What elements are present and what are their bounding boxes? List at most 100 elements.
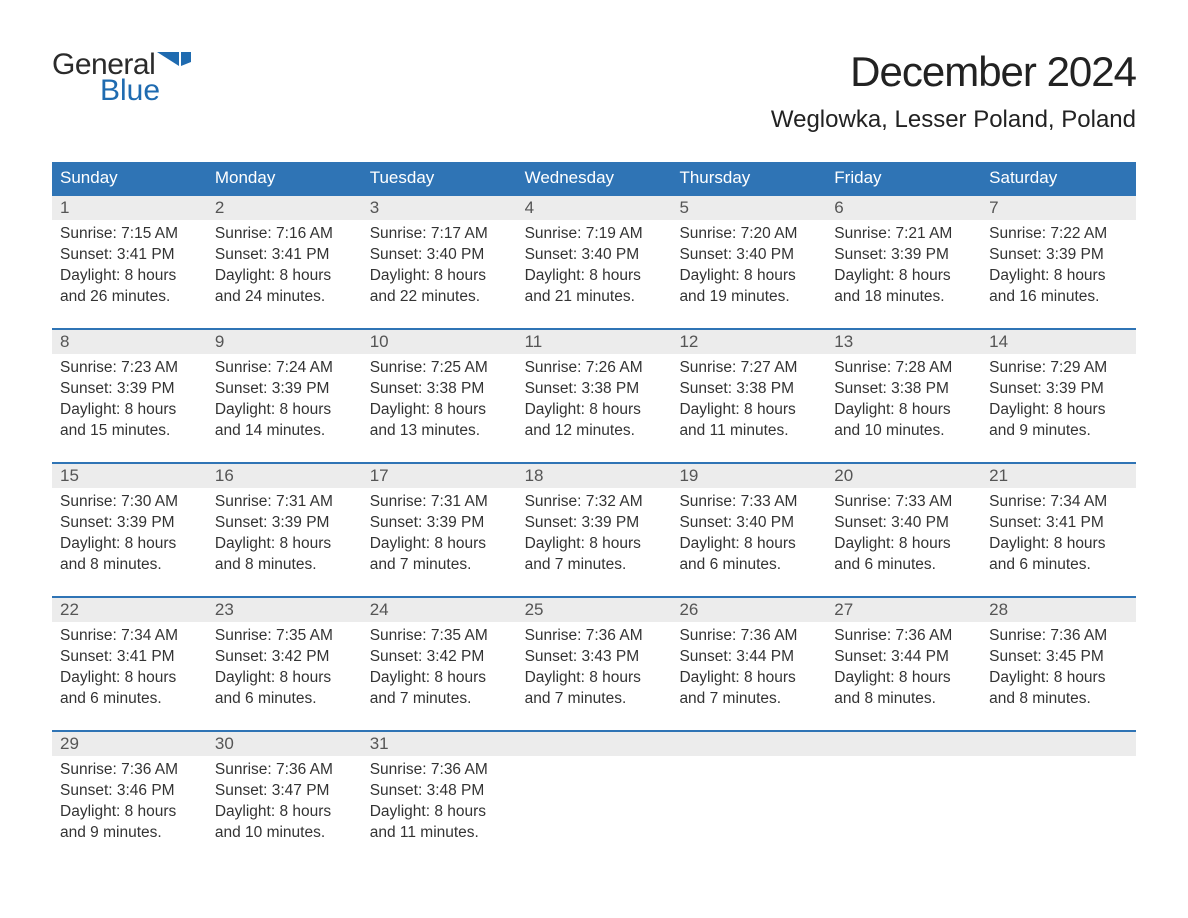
- day-number: 6: [826, 196, 981, 220]
- sunset-text: Sunset: 3:39 PM: [989, 379, 1128, 400]
- daylight-text: Daylight: 8 hours: [525, 400, 664, 421]
- day-details: Sunrise: 7:36 AMSunset: 3:43 PMDaylight:…: [517, 622, 672, 730]
- day-number: 25: [517, 598, 672, 622]
- sunrise-text: Sunrise: 7:20 AM: [679, 224, 818, 245]
- sunset-text: Sunset: 3:39 PM: [834, 245, 973, 266]
- day-details: Sunrise: 7:33 AMSunset: 3:40 PMDaylight:…: [826, 488, 981, 596]
- day-details: Sunrise: 7:31 AMSunset: 3:39 PMDaylight:…: [362, 488, 517, 596]
- daylight-text: Daylight: 8 hours: [60, 802, 199, 823]
- daylight-text: and 13 minutes.: [370, 421, 509, 442]
- sunrise-text: Sunrise: 7:27 AM: [679, 358, 818, 379]
- daylight-text: and 8 minutes.: [834, 689, 973, 710]
- day-number: 12: [671, 330, 826, 354]
- daylight-text: Daylight: 8 hours: [215, 534, 354, 555]
- day-number: 14: [981, 330, 1136, 354]
- day-details: Sunrise: 7:30 AMSunset: 3:39 PMDaylight:…: [52, 488, 207, 596]
- sunrise-text: Sunrise: 7:33 AM: [679, 492, 818, 513]
- weekday-header: Tuesday: [362, 162, 517, 194]
- daylight-text: Daylight: 8 hours: [679, 534, 818, 555]
- day-details: [981, 756, 1136, 864]
- daylight-text: Daylight: 8 hours: [60, 400, 199, 421]
- daylight-text: and 7 minutes.: [679, 689, 818, 710]
- day-details: Sunrise: 7:20 AMSunset: 3:40 PMDaylight:…: [671, 220, 826, 328]
- daylight-text: Daylight: 8 hours: [525, 668, 664, 689]
- day-details: Sunrise: 7:15 AMSunset: 3:41 PMDaylight:…: [52, 220, 207, 328]
- daylight-text: Daylight: 8 hours: [679, 266, 818, 287]
- sunset-text: Sunset: 3:42 PM: [370, 647, 509, 668]
- sunrise-text: Sunrise: 7:35 AM: [215, 626, 354, 647]
- daylight-text: and 12 minutes.: [525, 421, 664, 442]
- day-details-row: Sunrise: 7:23 AMSunset: 3:39 PMDaylight:…: [52, 354, 1136, 462]
- sunrise-text: Sunrise: 7:25 AM: [370, 358, 509, 379]
- day-details-row: Sunrise: 7:36 AMSunset: 3:46 PMDaylight:…: [52, 756, 1136, 864]
- sunset-text: Sunset: 3:39 PM: [525, 513, 664, 534]
- day-details: Sunrise: 7:34 AMSunset: 3:41 PMDaylight:…: [52, 622, 207, 730]
- daylight-text: Daylight: 8 hours: [679, 668, 818, 689]
- sunrise-text: Sunrise: 7:22 AM: [989, 224, 1128, 245]
- day-details: Sunrise: 7:36 AMSunset: 3:46 PMDaylight:…: [52, 756, 207, 864]
- weekday-header: Sunday: [52, 162, 207, 194]
- sunrise-text: Sunrise: 7:17 AM: [370, 224, 509, 245]
- day-details: Sunrise: 7:34 AMSunset: 3:41 PMDaylight:…: [981, 488, 1136, 596]
- sunset-text: Sunset: 3:38 PM: [834, 379, 973, 400]
- day-number: 27: [826, 598, 981, 622]
- day-number: 13: [826, 330, 981, 354]
- day-details: Sunrise: 7:19 AMSunset: 3:40 PMDaylight:…: [517, 220, 672, 328]
- sunrise-text: Sunrise: 7:19 AM: [525, 224, 664, 245]
- daylight-text: and 7 minutes.: [525, 689, 664, 710]
- sunrise-text: Sunrise: 7:36 AM: [679, 626, 818, 647]
- daylight-text: Daylight: 8 hours: [60, 668, 199, 689]
- day-details: Sunrise: 7:21 AMSunset: 3:39 PMDaylight:…: [826, 220, 981, 328]
- calendar-week: 293031 Sunrise: 7:36 AMSunset: 3:46 PMDa…: [52, 730, 1136, 864]
- sunset-text: Sunset: 3:40 PM: [525, 245, 664, 266]
- sunset-text: Sunset: 3:45 PM: [989, 647, 1128, 668]
- daylight-text: Daylight: 8 hours: [60, 534, 199, 555]
- sunrise-text: Sunrise: 7:36 AM: [215, 760, 354, 781]
- sunset-text: Sunset: 3:39 PM: [370, 513, 509, 534]
- calendar-week: 15161718192021Sunrise: 7:30 AMSunset: 3:…: [52, 462, 1136, 596]
- day-details: Sunrise: 7:36 AMSunset: 3:48 PMDaylight:…: [362, 756, 517, 864]
- sunrise-text: Sunrise: 7:26 AM: [525, 358, 664, 379]
- day-details-row: Sunrise: 7:34 AMSunset: 3:41 PMDaylight:…: [52, 622, 1136, 730]
- daylight-text: and 6 minutes.: [679, 555, 818, 576]
- daylight-text: Daylight: 8 hours: [215, 668, 354, 689]
- sunrise-text: Sunrise: 7:34 AM: [989, 492, 1128, 513]
- day-number: 11: [517, 330, 672, 354]
- day-details: Sunrise: 7:17 AMSunset: 3:40 PMDaylight:…: [362, 220, 517, 328]
- daylight-text: Daylight: 8 hours: [370, 266, 509, 287]
- daylight-text: Daylight: 8 hours: [989, 400, 1128, 421]
- day-details: Sunrise: 7:24 AMSunset: 3:39 PMDaylight:…: [207, 354, 362, 462]
- daylight-text: and 6 minutes.: [215, 689, 354, 710]
- day-number: [826, 732, 981, 756]
- sunset-text: Sunset: 3:40 PM: [834, 513, 973, 534]
- daylight-text: and 7 minutes.: [370, 689, 509, 710]
- day-number: 28: [981, 598, 1136, 622]
- sunset-text: Sunset: 3:39 PM: [215, 379, 354, 400]
- day-number-row: 293031: [52, 732, 1136, 756]
- day-details: [826, 756, 981, 864]
- sunset-text: Sunset: 3:44 PM: [679, 647, 818, 668]
- daylight-text: Daylight: 8 hours: [525, 266, 664, 287]
- sunset-text: Sunset: 3:41 PM: [215, 245, 354, 266]
- calendar: Sunday Monday Tuesday Wednesday Thursday…: [52, 162, 1136, 864]
- sunrise-text: Sunrise: 7:28 AM: [834, 358, 973, 379]
- daylight-text: and 9 minutes.: [60, 823, 199, 844]
- day-number: 2: [207, 196, 362, 220]
- sunset-text: Sunset: 3:38 PM: [679, 379, 818, 400]
- day-details: Sunrise: 7:22 AMSunset: 3:39 PMDaylight:…: [981, 220, 1136, 328]
- daylight-text: and 22 minutes.: [370, 287, 509, 308]
- daylight-text: Daylight: 8 hours: [679, 400, 818, 421]
- sunset-text: Sunset: 3:47 PM: [215, 781, 354, 802]
- weekday-header: Friday: [826, 162, 981, 194]
- daylight-text: Daylight: 8 hours: [215, 266, 354, 287]
- day-details: Sunrise: 7:31 AMSunset: 3:39 PMDaylight:…: [207, 488, 362, 596]
- day-number: 22: [52, 598, 207, 622]
- daylight-text: and 16 minutes.: [989, 287, 1128, 308]
- daylight-text: Daylight: 8 hours: [525, 534, 664, 555]
- sunset-text: Sunset: 3:41 PM: [60, 647, 199, 668]
- daylight-text: Daylight: 8 hours: [370, 802, 509, 823]
- weeks-container: 1234567Sunrise: 7:15 AMSunset: 3:41 PMDa…: [52, 194, 1136, 864]
- day-details: Sunrise: 7:16 AMSunset: 3:41 PMDaylight:…: [207, 220, 362, 328]
- daylight-text: and 11 minutes.: [679, 421, 818, 442]
- daylight-text: Daylight: 8 hours: [370, 534, 509, 555]
